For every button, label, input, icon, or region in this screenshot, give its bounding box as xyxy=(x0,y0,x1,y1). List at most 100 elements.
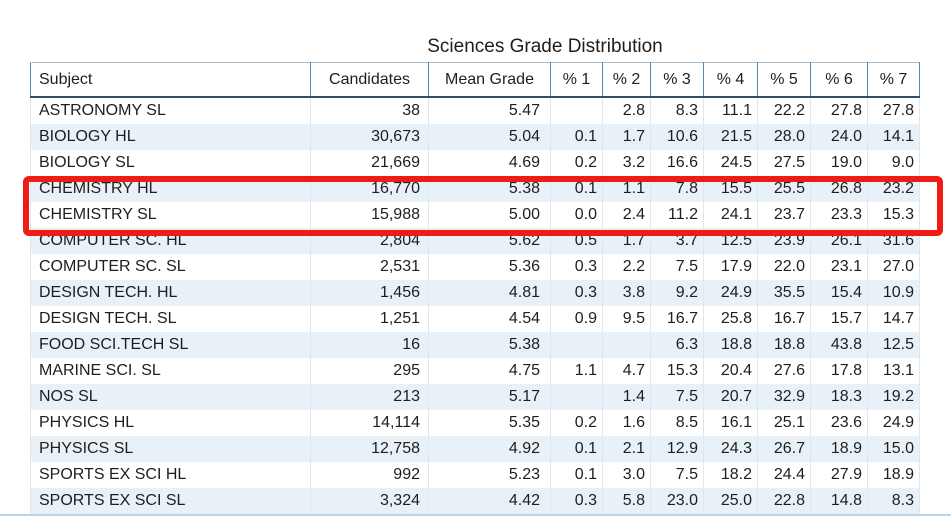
cell-7: 14.7 xyxy=(867,306,920,332)
table-row-design-tech-hl: DESIGN TECH. HL 1,456 4.81 0.3 3.8 9.2 24.9 35.… xyxy=(30,280,920,306)
cell-6: 19.0 xyxy=(810,150,868,176)
bottom-divider xyxy=(0,514,951,516)
cell-4: 12.5 xyxy=(703,228,758,254)
cell-5: 16.7 xyxy=(757,306,811,332)
cell-2 xyxy=(602,332,651,358)
cell-6: 26.8 xyxy=(810,176,868,202)
cell-mean-grade: 4.75 xyxy=(428,358,551,384)
cell-3: 16.7 xyxy=(650,306,704,332)
cell-4: 24.1 xyxy=(703,202,758,228)
cell-subject: BIOLOGY HL xyxy=(30,124,311,150)
cell-mean-grade: 5.36 xyxy=(428,254,551,280)
cell-4: 24.3 xyxy=(703,436,758,462)
cell-5: 22.8 xyxy=(757,488,811,514)
cell-4: 25.0 xyxy=(703,488,758,514)
cell-2: 4.7 xyxy=(602,358,651,384)
cell-6: 23.6 xyxy=(810,410,868,436)
cell-4: 11.1 xyxy=(703,97,758,124)
cell-4: 16.1 xyxy=(703,410,758,436)
cell-7: 8.3 xyxy=(867,488,920,514)
cell-subject: MARINE SCI. SL xyxy=(30,358,311,384)
cell-1: 1.1 xyxy=(550,358,603,384)
cell-6: 23.3 xyxy=(810,202,868,228)
cell-1: 0.1 xyxy=(550,176,603,202)
cell-7: 19.2 xyxy=(867,384,920,410)
cell-candidates: 2,531 xyxy=(310,254,429,280)
cell-mean-grade: 5.04 xyxy=(428,124,551,150)
cell-4: 25.8 xyxy=(703,306,758,332)
cell-5: 28.0 xyxy=(757,124,811,150)
cell-2: 9.5 xyxy=(602,306,651,332)
cell-3: 7.5 xyxy=(650,462,704,488)
cell-subject: CHEMISTRY HL xyxy=(30,176,311,202)
cell-candidates: 213 xyxy=(310,384,429,410)
cell-4: 20.4 xyxy=(703,358,758,384)
cell-candidates: 16 xyxy=(310,332,429,358)
cell-candidates: 1,251 xyxy=(310,306,429,332)
cell-mean-grade: 5.23 xyxy=(428,462,551,488)
cell-7: 10.9 xyxy=(867,280,920,306)
cell-candidates: 15,988 xyxy=(310,202,429,228)
cell-subject: PHYSICS HL xyxy=(30,410,311,436)
cell-3: 7.5 xyxy=(650,384,704,410)
column-header-5: % 5 xyxy=(757,62,811,98)
cell-2: 1.7 xyxy=(602,124,651,150)
cell-subject: DESIGN TECH. SL xyxy=(30,306,311,332)
table-row-nos-sl: NOS SL 213 5.17 1.4 7.5 20.7 32.9 18.3 19.2 xyxy=(30,384,920,410)
table-row-marine-sci-sl: MARINE SCI. SL 295 4.75 1.1 4.7 15.3 20.4 27.6 1… xyxy=(30,358,920,384)
cell-1: 0.3 xyxy=(550,488,603,514)
cell-1: 0.1 xyxy=(550,124,603,150)
table-row-astronomy-sl: ASTRONOMY SL 38 5.47 2.8 8.3 11.1 22.2 27.8 27.8 xyxy=(30,97,920,124)
cell-3: 15.3 xyxy=(650,358,704,384)
cell-2: 2.2 xyxy=(602,254,651,280)
table-row-chemistry-sl: CHEMISTRY SL 15,988 5.00 0.0 2.4 11.2 24.1 23.7… xyxy=(30,202,920,228)
cell-3: 7.8 xyxy=(650,176,704,202)
cell-subject: PHYSICS SL xyxy=(30,436,311,462)
cell-mean-grade: 4.81 xyxy=(428,280,551,306)
cell-1: 0.1 xyxy=(550,436,603,462)
cell-7: 27.0 xyxy=(867,254,920,280)
cell-5: 26.7 xyxy=(757,436,811,462)
cell-mean-grade: 5.38 xyxy=(428,176,551,202)
cell-2: 1.7 xyxy=(602,228,651,254)
cell-5: 25.5 xyxy=(757,176,811,202)
cell-candidates: 21,669 xyxy=(310,150,429,176)
cell-6: 27.9 xyxy=(810,462,868,488)
cell-6: 24.0 xyxy=(810,124,868,150)
cell-subject: SPORTS EX SCI SL xyxy=(30,488,311,514)
cell-candidates: 14,114 xyxy=(310,410,429,436)
cell-6: 18.9 xyxy=(810,436,868,462)
cell-3: 8.3 xyxy=(650,97,704,124)
cell-6: 17.8 xyxy=(810,358,868,384)
cell-5: 27.5 xyxy=(757,150,811,176)
cell-subject: COMPUTER SC. SL xyxy=(30,254,311,280)
cell-1: 0.2 xyxy=(550,410,603,436)
table-row-biology-hl: BIOLOGY HL 30,673 5.04 0.1 1.7 10.6 21.5 28.0 24… xyxy=(30,124,920,150)
cell-6: 23.1 xyxy=(810,254,868,280)
cell-1 xyxy=(550,332,603,358)
cell-mean-grade: 4.92 xyxy=(428,436,551,462)
grades-table-container: Subject Candidates Mean Grade% 1% 2% 3% 4%… xyxy=(30,62,920,514)
cell-2: 1.6 xyxy=(602,410,651,436)
cell-2: 3.0 xyxy=(602,462,651,488)
cell-6: 43.8 xyxy=(810,332,868,358)
cell-mean-grade: 5.35 xyxy=(428,410,551,436)
cell-4: 24.5 xyxy=(703,150,758,176)
cell-subject: DESIGN TECH. HL xyxy=(30,280,311,306)
cell-6: 26.1 xyxy=(810,228,868,254)
cell-5: 23.7 xyxy=(757,202,811,228)
table-row-design-tech-sl: DESIGN TECH. SL 1,251 4.54 0.9 9.5 16.7 25.8 16… xyxy=(30,306,920,332)
cell-7: 23.2 xyxy=(867,176,920,202)
cell-candidates: 295 xyxy=(310,358,429,384)
cell-subject: BIOLOGY SL xyxy=(30,150,311,176)
cell-2: 2.1 xyxy=(602,436,651,462)
cell-subject: FOOD SCI.TECH SL xyxy=(30,332,311,358)
cell-5: 27.6 xyxy=(757,358,811,384)
cell-4: 18.2 xyxy=(703,462,758,488)
cell-mean-grade: 5.17 xyxy=(428,384,551,410)
column-header-mean-grade: Mean Grade xyxy=(428,62,551,98)
cell-5: 22.2 xyxy=(757,97,811,124)
cell-1 xyxy=(550,97,603,124)
table-row-physics-hl: PHYSICS HL 14,114 5.35 0.2 1.6 8.5 16.1 25.1 23.… xyxy=(30,410,920,436)
cell-candidates: 16,770 xyxy=(310,176,429,202)
